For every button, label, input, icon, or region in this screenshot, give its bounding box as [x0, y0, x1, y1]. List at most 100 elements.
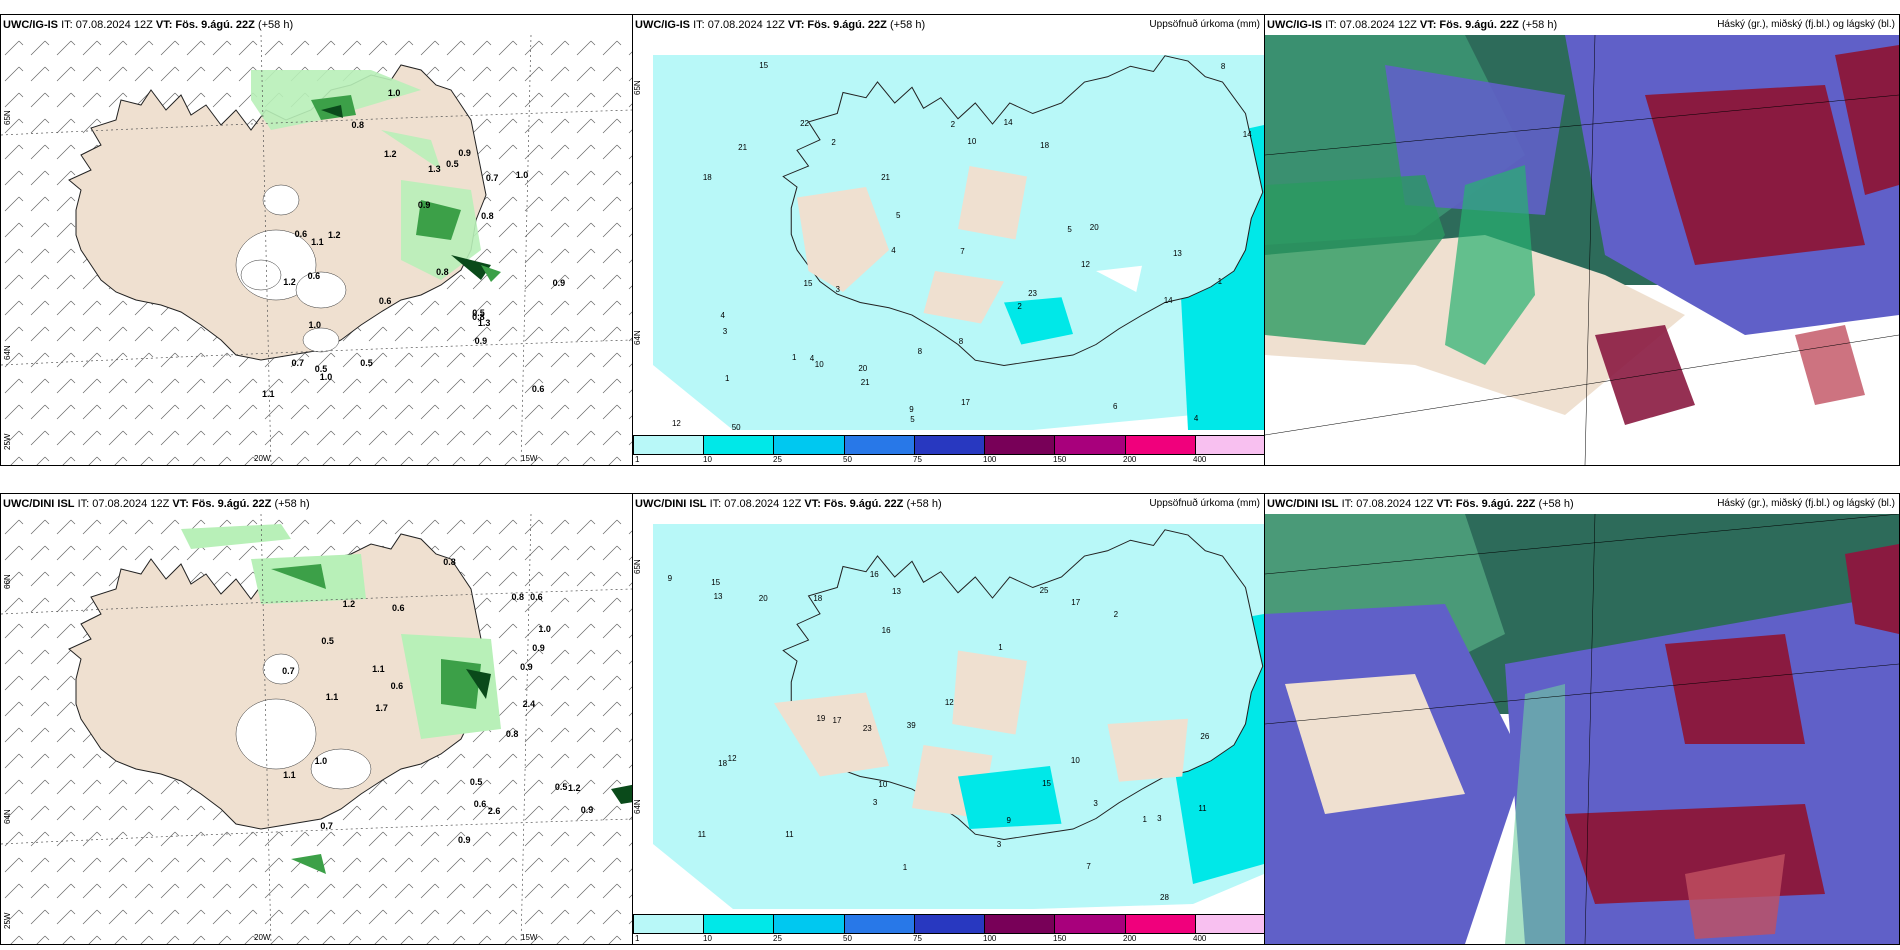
value-label: 25: [1039, 585, 1049, 595]
value-label: 0.8: [351, 120, 365, 131]
lead-time: (+58 h): [257, 19, 294, 31]
valid-time: VT: Fös. 9.ágú. 22Z: [155, 19, 255, 31]
colorbar-tick: 1: [635, 455, 640, 464]
value-label: 1: [1217, 277, 1223, 287]
value-label: 1.1: [311, 237, 324, 248]
value-label: 0.6: [473, 798, 487, 809]
init-time: IT: 07.08.2024 12Z: [1325, 19, 1417, 31]
value-label: 1: [902, 862, 908, 872]
valid-time: VT: Fös. 9.ágú. 22Z: [172, 498, 272, 510]
field-title: Uppsöfnuð úrkoma (mm): [1149, 498, 1260, 509]
value-label: 0.7: [282, 666, 295, 677]
value-label: 0.5: [472, 307, 485, 318]
value-label: 14: [1163, 295, 1173, 305]
value-label: 0.8: [481, 211, 494, 222]
value-label: 0.5: [360, 358, 373, 369]
value-label: 1.1: [372, 663, 385, 674]
value-label: 9: [667, 573, 673, 583]
colorbar-tick: 400: [1193, 455, 1207, 464]
value-label: 1.0: [387, 87, 401, 98]
lat-label: 66N: [3, 574, 12, 589]
init-time: IT: 07.08.2024 12Z: [61, 19, 153, 31]
lead-time: (+58 h): [1538, 498, 1574, 510]
value-label: 1.0: [314, 756, 328, 767]
value-label: 1.3: [428, 163, 441, 174]
value-label: 1.2: [567, 783, 581, 793]
colorbar-tick: 25: [773, 455, 782, 464]
value-label: 18: [702, 172, 712, 182]
lat-label: 65N: [633, 559, 642, 574]
top-cloud-panel: UWC/IG-IS IT: 07.08.2024 12Z VT: Fös. 9.…: [1264, 14, 1900, 466]
valid-time: VT: Fös. 9.ágú. 22Z: [1436, 498, 1536, 510]
bottom-cloud-panel: UWC/DINI ISL IT: 07.08.2024 12Z VT: Fös.…: [1264, 493, 1900, 945]
value-label: 4: [720, 310, 725, 320]
value-label: 0.8: [436, 267, 449, 278]
value-label: 14: [1242, 130, 1252, 140]
value-label: 3: [835, 285, 840, 295]
value-label: 0.5: [314, 364, 328, 375]
lon-label: 20W: [254, 454, 271, 463]
value-label: 15: [1042, 779, 1051, 789]
model-name: UWC/DINI ISL: [3, 498, 75, 510]
init-time: IT: 07.08.2024 12Z: [1341, 498, 1434, 510]
colorbar-tick: 150: [1053, 455, 1067, 464]
value-label: 15: [759, 60, 769, 70]
value-label: 1: [792, 353, 797, 363]
value-label: 18: [1040, 141, 1050, 151]
colorbar-tick: 100: [983, 455, 997, 464]
value-label: 18: [813, 593, 823, 603]
value-label: 0.6: [392, 603, 405, 614]
value-label: 8: [958, 337, 964, 347]
valid-time: VT: Fös. 9.ágú. 22Z: [787, 19, 887, 31]
value-label: 9: [909, 404, 914, 414]
value-label: 10: [1070, 756, 1080, 766]
value-label: 8: [917, 347, 923, 357]
lat-label: 25W: [3, 433, 12, 450]
value-label: 11: [785, 830, 794, 840]
value-label: 21: [738, 143, 748, 153]
model-name: UWC/IG-IS: [1267, 19, 1322, 31]
valid-time: VT: Fös. 9.ágú. 22Z: [804, 498, 904, 510]
lat-label: 64N: [3, 809, 12, 824]
value-label: 20: [758, 593, 768, 603]
lat-label: 25W: [3, 912, 12, 929]
colorbar-tick: 50: [843, 455, 852, 464]
lat-label: 65N: [633, 80, 642, 95]
value-label: 39: [906, 720, 916, 730]
value-label: 0.6: [531, 384, 545, 395]
value-label: 0.5: [469, 777, 483, 788]
value-label: 23: [1028, 289, 1037, 299]
value-label: 0.9: [520, 662, 533, 673]
value-label: 0.7: [320, 821, 333, 832]
panel-header: UWC/IG-IS IT: 07.08.2024 12Z VT: Fös. 9.…: [633, 15, 1264, 35]
value-label: 2.4: [522, 699, 536, 710]
precip-map: [633, 35, 1264, 430]
top-wind-panel: UWC/IG-IS IT: 07.08.2024 12Z VT: Fös. 9.…: [0, 14, 633, 466]
bottom-wind-panel: UWC/DINI ISL IT: 07.08.2024 12Z VT: Fös.…: [0, 493, 633, 945]
value-label: 20: [1089, 222, 1099, 232]
value-label: 11: [697, 829, 707, 839]
colorbar-tick: 10: [703, 934, 712, 943]
value-label: 1.1: [261, 388, 275, 399]
model-name: UWC/IG-IS: [3, 19, 58, 31]
value-label: 1.2: [342, 598, 356, 609]
value-label: 13: [1172, 248, 1182, 258]
value-label: 0.9: [532, 642, 545, 653]
wind-map: [1, 35, 632, 465]
value-label: 1.0: [515, 169, 529, 180]
value-label: 0.9: [474, 336, 488, 347]
lat-label: 64N: [633, 799, 642, 814]
value-label: 2.6: [487, 805, 501, 816]
value-label: 20: [858, 364, 868, 374]
model-name: UWC/IG-IS: [635, 19, 690, 31]
value-label: 0.9: [552, 277, 566, 288]
value-label: 2: [950, 119, 956, 129]
value-label: 3: [996, 839, 1002, 849]
colorbar: [633, 914, 1264, 934]
colorbar-tick: 150: [1053, 934, 1067, 943]
value-label: 7: [1086, 861, 1091, 871]
value-label: 16: [869, 570, 879, 580]
value-label: 3: [722, 327, 728, 337]
colorbar-tick: 10: [703, 455, 712, 464]
colorbar-tick: 75: [913, 455, 922, 464]
